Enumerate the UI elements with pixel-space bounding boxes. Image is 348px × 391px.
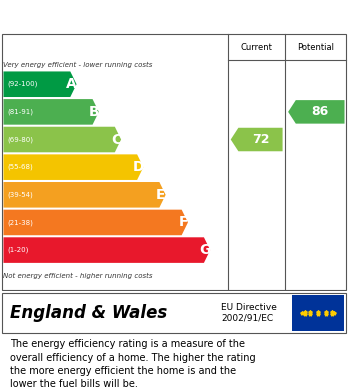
Text: England & Wales: England & Wales bbox=[10, 304, 168, 322]
Text: Very energy efficient - lower running costs: Very energy efficient - lower running co… bbox=[3, 62, 153, 68]
Bar bbox=[292, 295, 344, 331]
Text: C: C bbox=[111, 133, 121, 147]
Text: G: G bbox=[200, 243, 211, 257]
Polygon shape bbox=[3, 99, 99, 125]
Text: (69-80): (69-80) bbox=[8, 136, 34, 143]
Text: (81-91): (81-91) bbox=[8, 109, 34, 115]
Polygon shape bbox=[231, 128, 283, 151]
Text: EU Directive
2002/91/EC: EU Directive 2002/91/EC bbox=[221, 303, 277, 323]
Text: Energy Efficiency Rating: Energy Efficiency Rating bbox=[10, 9, 220, 24]
Text: (21-38): (21-38) bbox=[8, 219, 33, 226]
Polygon shape bbox=[3, 127, 121, 152]
Text: 72: 72 bbox=[252, 133, 269, 146]
Text: (1-20): (1-20) bbox=[8, 247, 29, 253]
Text: (55-68): (55-68) bbox=[8, 164, 33, 170]
Text: E: E bbox=[156, 188, 166, 202]
Text: D: D bbox=[133, 160, 144, 174]
Text: The energy efficiency rating is a measure of the
overall efficiency of a home. T: The energy efficiency rating is a measur… bbox=[10, 339, 256, 389]
Text: B: B bbox=[89, 105, 99, 119]
Polygon shape bbox=[3, 237, 210, 263]
Text: Not energy efficient - higher running costs: Not energy efficient - higher running co… bbox=[3, 273, 153, 278]
Polygon shape bbox=[288, 100, 345, 124]
Polygon shape bbox=[3, 210, 188, 235]
Text: F: F bbox=[178, 215, 188, 230]
Polygon shape bbox=[3, 154, 143, 180]
Text: (39-54): (39-54) bbox=[8, 192, 33, 198]
Text: Potential: Potential bbox=[297, 43, 334, 52]
Polygon shape bbox=[3, 72, 77, 97]
Polygon shape bbox=[3, 182, 166, 208]
Text: 86: 86 bbox=[311, 105, 329, 118]
Text: (92-100): (92-100) bbox=[8, 81, 38, 88]
Text: A: A bbox=[66, 77, 77, 91]
Text: Current: Current bbox=[241, 43, 272, 52]
